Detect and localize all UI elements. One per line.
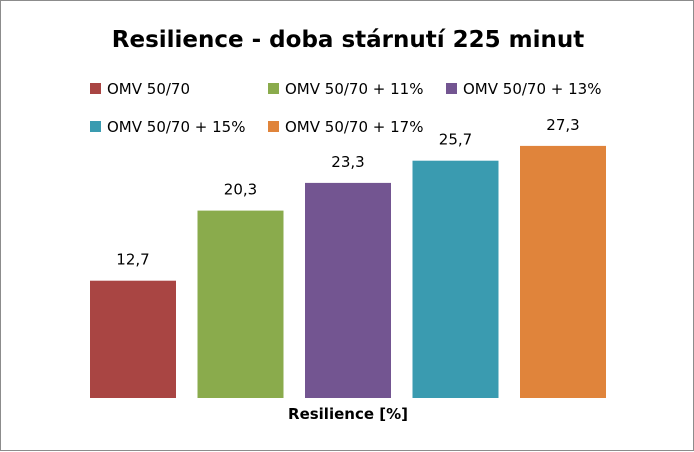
legend-swatch-2	[268, 83, 279, 94]
legend-swatch-1	[90, 83, 101, 94]
legend-swatch-5	[268, 121, 279, 132]
legend-label-5: OMV 50/70 + 17%	[285, 118, 423, 136]
data-label-3: 23,3	[331, 153, 364, 171]
legend-swatch-3	[446, 83, 457, 94]
bars	[90, 145, 606, 398]
chart-title: Resilience - doba stárnutí 225 minut	[112, 27, 584, 53]
legend: OMV 50/70 OMV 50/70 + 11% OMV 50/70 + 13% O…	[90, 80, 601, 136]
bar-4	[412, 160, 499, 398]
legend-label-3: OMV 50/70 + 13%	[463, 80, 601, 98]
x-axis-label: Resilience [%]	[288, 405, 408, 423]
legend-label-4: OMV 50/70 + 15%	[107, 118, 245, 136]
bar-1	[90, 280, 176, 398]
bar-5	[520, 145, 606, 398]
data-label-4: 25,7	[439, 131, 472, 149]
data-label-5: 27,3	[546, 116, 579, 134]
data-label-2: 20,3	[224, 181, 257, 199]
data-label-1: 12,7	[116, 251, 149, 269]
bar-3	[305, 182, 391, 398]
legend-swatch-4	[90, 121, 101, 132]
data-labels: 12,7 20,3 23,3 25,7 27,3	[116, 116, 579, 269]
bar-2	[197, 210, 284, 398]
legend-label-1: OMV 50/70	[107, 80, 190, 98]
legend-label-2: OMV 50/70 + 11%	[285, 80, 423, 98]
